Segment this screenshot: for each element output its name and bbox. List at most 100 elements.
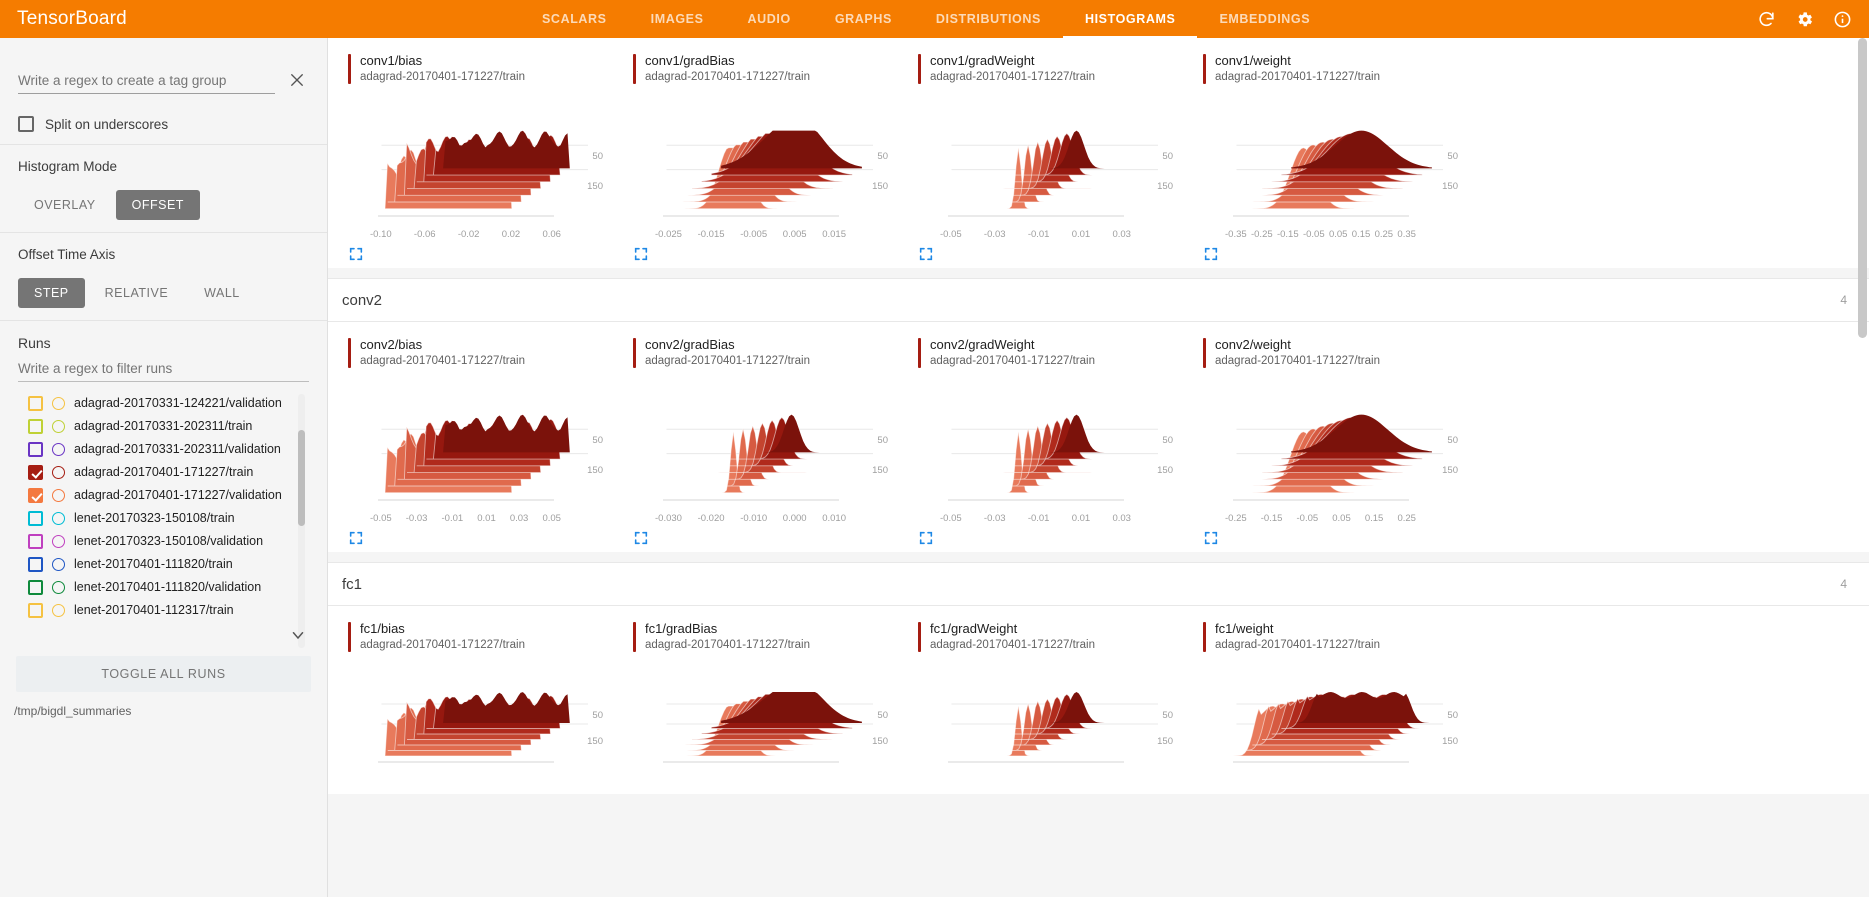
run-checkbox[interactable] [28, 442, 43, 457]
runs-scrollbar[interactable] [298, 394, 305, 648]
run-checkbox[interactable] [28, 534, 43, 549]
run-color-dot[interactable] [52, 604, 65, 617]
run-color-dot[interactable] [52, 443, 65, 456]
histogram-plot[interactable]: 50 150 -0.10 -0.06 -0.02 0.02 0.06 [348, 90, 607, 242]
gear-icon[interactable] [1793, 8, 1815, 30]
run-color-dot[interactable] [52, 558, 65, 571]
run-item[interactable]: adagrad-20170331-124221/validation [18, 392, 287, 415]
time-axis-relative-button[interactable]: RELATIVE [89, 278, 185, 308]
card-row: conv1/bias adagrad-20170401-171227/train 5… [328, 38, 1869, 268]
expand-icon[interactable] [633, 530, 649, 546]
group-count: 4 [1840, 577, 1847, 591]
run-item[interactable]: lenet-20170323-150108/validation [18, 530, 287, 553]
histogram-card[interactable]: conv1/gradWeight adagrad-20170401-171227/… [904, 38, 1189, 268]
histogram-card[interactable]: conv2/weight adagrad-20170401-171227/trai… [1189, 322, 1474, 552]
histogram-plot[interactable]: 50 150 [1203, 658, 1462, 788]
histogram-card[interactable]: conv2/gradBias adagrad-20170401-171227/tr… [619, 322, 904, 552]
histogram-plot[interactable]: 50 150 -0.05 -0.03 -0.01 0.01 0.03 0.05 [348, 374, 607, 526]
run-item[interactable]: lenet-20170401-111820/train [18, 553, 287, 576]
run-item[interactable]: lenet-20170401-111820/validation [18, 576, 287, 599]
time-axis-step-button[interactable]: STEP [18, 278, 85, 308]
run-item[interactable]: adagrad-20170331-202311/train [18, 415, 287, 438]
histogram-card[interactable]: conv2/gradWeight adagrad-20170401-171227/… [904, 322, 1189, 552]
expand-icon[interactable] [918, 530, 934, 546]
tab-images[interactable]: IMAGES [650, 12, 704, 26]
main-scrollbar-thumb[interactable] [1858, 38, 1867, 338]
histogram-card[interactable]: conv1/bias adagrad-20170401-171227/train 5… [334, 38, 619, 268]
histogram-plot[interactable]: 50 150 -0.030 -0.020 -0.010 0.000 0.010 [633, 374, 892, 526]
run-checkbox[interactable] [28, 396, 43, 411]
split-on-underscores-checkbox[interactable] [18, 116, 34, 132]
tab-scalars[interactable]: SCALARS [542, 12, 607, 26]
histogram-card[interactable]: fc1/gradBias adagrad-20170401-171227/trai… [619, 606, 904, 794]
histogram-card[interactable]: conv2/bias adagrad-20170401-171227/train 5… [334, 322, 619, 552]
histogram-card[interactable]: fc1/bias adagrad-20170401-171227/train 50 1… [334, 606, 619, 794]
run-item[interactable]: adagrad-20170331-202311/validation [18, 438, 287, 461]
tab-graphs[interactable]: GRAPHS [834, 12, 892, 26]
histogram-plot[interactable]: 50 150 -0.35 -0.25 -0.15 -0.05 0.05 0.15 0.25 0.3… [1203, 90, 1462, 242]
tab-histograms[interactable]: HISTOGRAMS [1062, 0, 1198, 38]
run-checkbox[interactable] [28, 465, 43, 480]
expand-icon[interactable] [633, 246, 649, 262]
close-icon[interactable] [285, 68, 309, 92]
y-axis-tick-label: 150 [587, 181, 603, 193]
group-header[interactable]: fc1 4 [328, 562, 1869, 606]
info-icon[interactable] [1831, 8, 1853, 30]
histogram-mode-offset-button[interactable]: OFFSET [115, 190, 200, 220]
expand-icon[interactable] [348, 246, 364, 262]
run-checkbox[interactable] [28, 488, 43, 503]
histogram-card[interactable]: conv1/weight adagrad-20170401-171227/trai… [1189, 38, 1474, 268]
x-axis-tick-labels: -0.35 -0.25 -0.15 -0.05 0.05 0.15 0.25 0.35 [1225, 229, 1416, 240]
toggle-all-runs-button[interactable]: TOGGLE ALL RUNS [16, 656, 311, 692]
divider [0, 144, 327, 145]
histogram-card[interactable]: conv1/gradBias adagrad-20170401-171227/tr… [619, 38, 904, 268]
expand-icon[interactable] [918, 246, 934, 262]
refresh-icon[interactable] [1755, 8, 1777, 30]
histogram-card[interactable]: fc1/weight adagrad-20170401-171227/train 5… [1189, 606, 1474, 794]
runs-filter-input[interactable] [18, 359, 309, 382]
run-color-dot[interactable] [52, 512, 65, 525]
run-color-dot[interactable] [52, 466, 65, 479]
group-count: 4 [1840, 293, 1847, 307]
run-item[interactable]: adagrad-20170401-171227/validation [18, 484, 287, 507]
tab-distributions[interactable]: DISTRIBUTIONS [935, 12, 1041, 26]
x-axis-tick-label: -0.010 [740, 513, 768, 524]
run-checkbox[interactable] [28, 557, 43, 572]
split-on-underscores-row[interactable]: Split on underscores [18, 116, 309, 132]
x-axis-tick-label: -0.05 [940, 513, 962, 524]
histogram-plot[interactable]: 50 150 [633, 658, 892, 788]
expand-icon[interactable] [1203, 530, 1219, 546]
time-axis-wall-button[interactable]: WALL [188, 278, 256, 308]
run-item[interactable]: lenet-20170401-112317/train [18, 599, 287, 622]
tab-audio[interactable]: AUDIO [747, 12, 791, 26]
histogram-plot[interactable]: 50 150 -0.05 -0.03 -0.01 0.01 0.03 [918, 90, 1177, 242]
histogram-plot[interactable]: 50 150 -0.025 -0.015 -0.005 0.005 0.015 [633, 90, 892, 242]
run-color-dot[interactable] [52, 397, 65, 410]
group-header[interactable]: conv2 4 [328, 278, 1869, 322]
tag-regex-input[interactable] [18, 71, 275, 94]
tab-embeddings[interactable]: EMBEDDINGS [1219, 12, 1311, 26]
chevron-down-icon[interactable] [289, 626, 307, 644]
run-checkbox[interactable] [28, 419, 43, 434]
run-color-dot[interactable] [52, 535, 65, 548]
run-color-dot[interactable] [52, 581, 65, 594]
run-item[interactable]: adagrad-20170401-171227/train [18, 461, 287, 484]
run-item[interactable]: lenet-20170323-150108/train [18, 507, 287, 530]
run-checkbox[interactable] [28, 511, 43, 526]
histogram-mode-overlay-button[interactable]: OVERLAY [18, 190, 112, 220]
expand-icon[interactable] [348, 530, 364, 546]
run-color-dot[interactable] [52, 489, 65, 502]
runs-list-wrap: adagrad-20170331-124221/validation adagra… [18, 392, 309, 650]
histogram-plot[interactable]: 50 150 [348, 658, 607, 788]
run-checkbox[interactable] [28, 580, 43, 595]
main-scrollbar[interactable] [1858, 38, 1868, 897]
runs-scrollbar-thumb[interactable] [298, 430, 305, 526]
run-color-dot[interactable] [52, 420, 65, 433]
histogram-plot[interactable]: 50 150 -0.25 -0.15 -0.05 0.05 0.15 0.25 [1203, 374, 1462, 526]
run-color-bar [348, 622, 351, 652]
histogram-card[interactable]: fc1/gradWeight adagrad-20170401-171227/tr… [904, 606, 1189, 794]
expand-icon[interactable] [1203, 246, 1219, 262]
histogram-plot[interactable]: 50 150 [918, 658, 1177, 788]
run-checkbox[interactable] [28, 603, 43, 618]
histogram-plot[interactable]: 50 150 -0.05 -0.03 -0.01 0.01 0.03 [918, 374, 1177, 526]
